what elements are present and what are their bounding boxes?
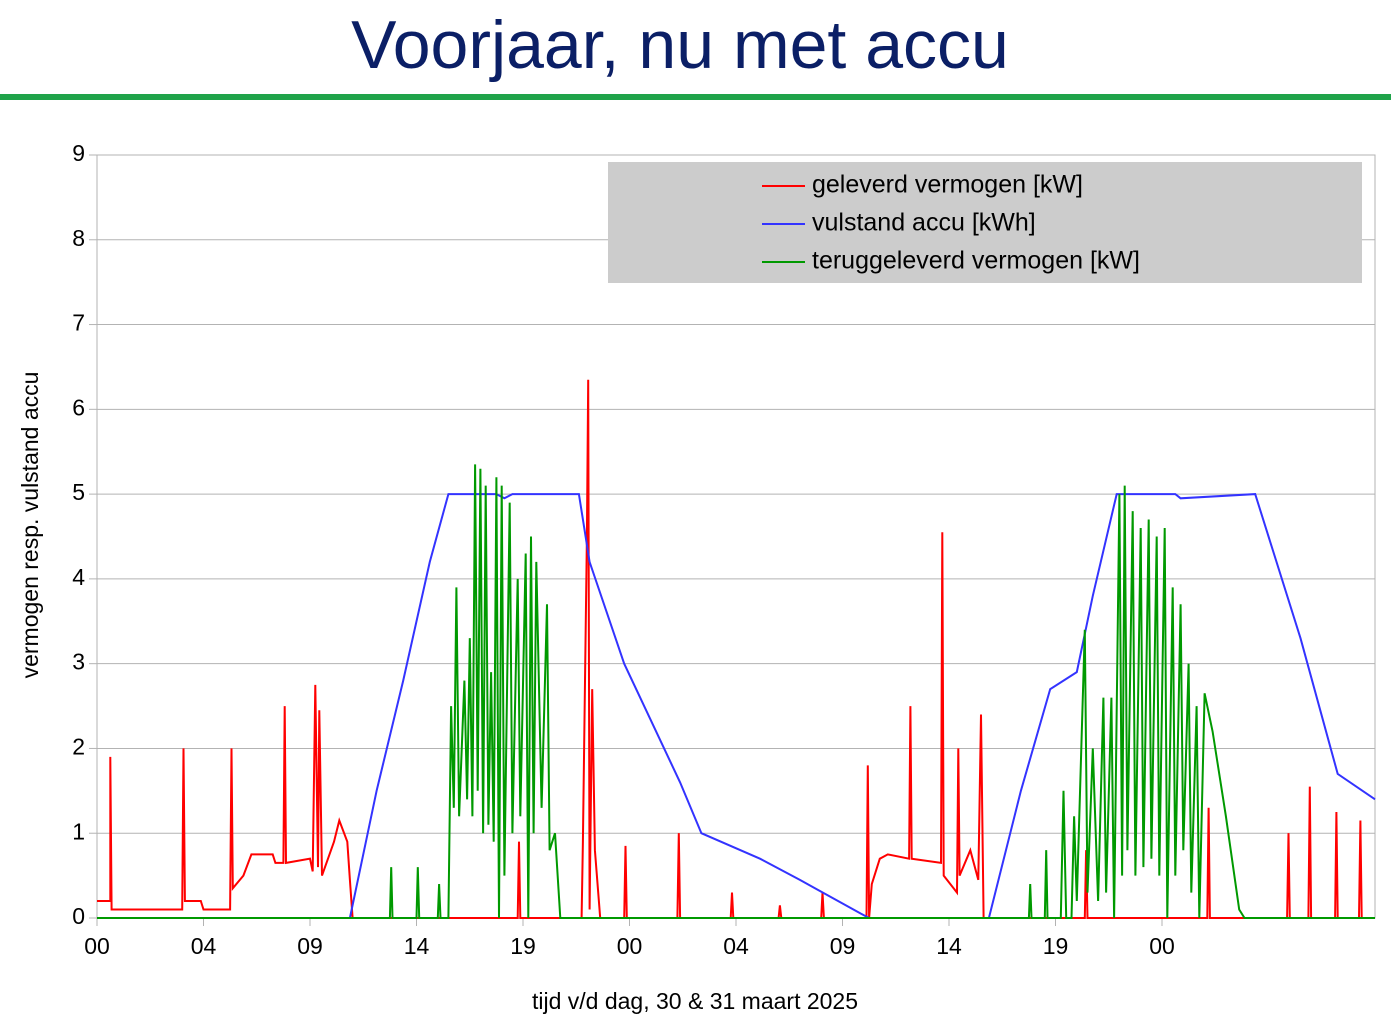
x-tick-label: 00 [84, 933, 110, 959]
x-tick-label: 14 [404, 933, 430, 959]
y-tick-label: 0 [72, 903, 85, 929]
x-tick-label: 00 [1149, 933, 1175, 959]
y-tick-label: 1 [72, 818, 85, 844]
y-tick-label: 3 [72, 649, 85, 675]
y-tick-label: 5 [72, 479, 85, 505]
y-tick-label: 8 [72, 225, 85, 251]
x-tick-label: 04 [723, 933, 749, 959]
legend-label: geleverd vermogen [kW] [812, 171, 1083, 199]
x-tick-label: 19 [1043, 933, 1069, 959]
x-tick-label: 09 [830, 933, 856, 959]
y-tick-label: 6 [72, 394, 85, 420]
x-tick-label: 00 [617, 933, 643, 959]
slide-title: Voorjaar, nu met accu [351, 7, 1009, 83]
y-axis-label: vermogen resp. vulstand accu [17, 372, 43, 679]
series-line [97, 464, 1375, 919]
x-tick-label: 04 [191, 933, 217, 959]
legend-label: vulstand accu [kWh] [812, 209, 1036, 237]
title-rule [0, 94, 1391, 100]
y-tick-label: 9 [72, 140, 85, 166]
legend-box [608, 162, 1362, 283]
x-axis-label: tijd v/d dag, 30 & 31 maart 2025 [532, 988, 858, 1014]
y-tick-label: 2 [72, 734, 85, 760]
legend-label: teruggeleverd vermogen [kW] [812, 247, 1140, 275]
x-tick-label: 09 [297, 933, 323, 959]
x-tick-label: 19 [510, 933, 536, 959]
x-tick-label: 14 [936, 933, 962, 959]
y-tick-label: 7 [72, 310, 85, 336]
y-tick-label: 4 [72, 564, 85, 590]
series-line [97, 493, 1376, 919]
